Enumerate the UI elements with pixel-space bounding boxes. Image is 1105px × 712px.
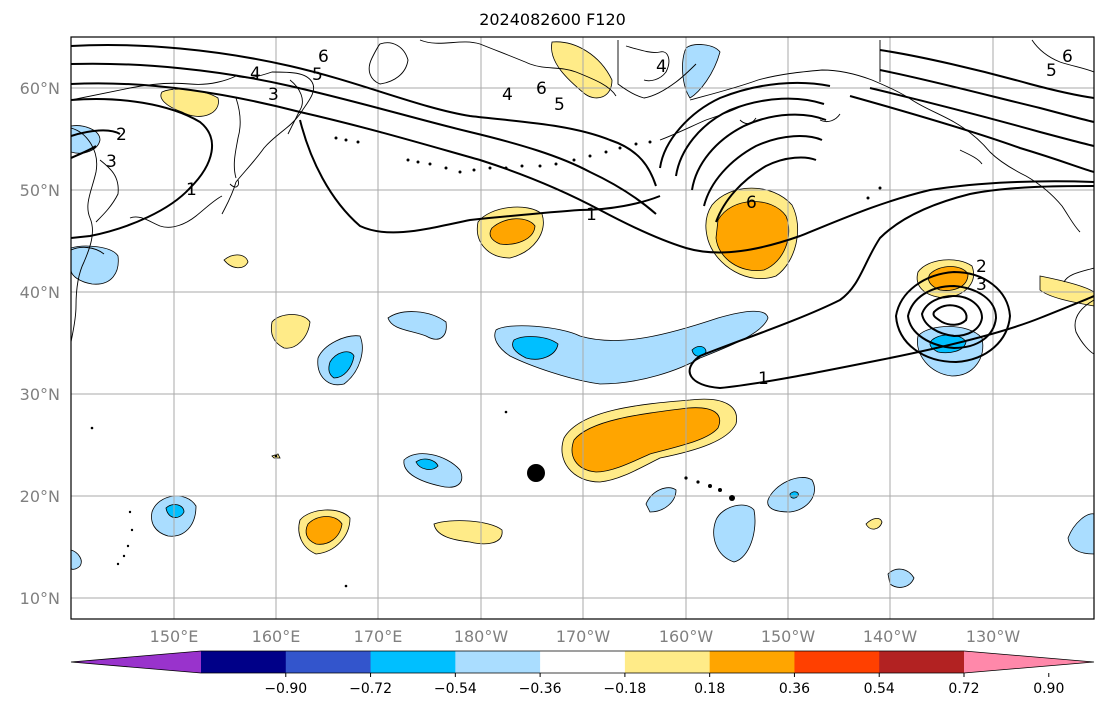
contour-label: 2 (116, 125, 127, 145)
contour-label: 5 (1046, 61, 1057, 81)
contour-label: 3 (976, 275, 987, 295)
anomaly-patch (328, 351, 355, 379)
lat-label: 40°N (20, 283, 60, 302)
colorbar-swatch (540, 651, 626, 673)
lon-label: 160°W (659, 627, 714, 646)
contour-label: 6 (536, 79, 547, 99)
contour-label: 2 (976, 257, 987, 277)
anomaly-patch (71, 549, 82, 570)
colorbar-tick-label: −0.72 (349, 681, 392, 697)
contour-label: 5 (312, 65, 323, 85)
map-plot-area: 1 2 3 4 5 6 1 2 3 4 5 6 1 2 3 3 2 1 4 5 … (71, 37, 1094, 619)
colorbar-tick-label: −0.90 (264, 681, 307, 697)
anomaly-patch (489, 218, 536, 245)
lon-label: 150°E (150, 627, 199, 646)
lon-label: 170°E (354, 627, 403, 646)
lat-label: 60°N (20, 79, 60, 98)
lon-label: 160°E (252, 627, 301, 646)
anomaly-patch (270, 314, 311, 349)
contour-label: 1 (586, 205, 597, 225)
colorbar-swatch (624, 651, 711, 673)
lon-label: 150°W (761, 627, 816, 646)
anomaly-patch (494, 310, 769, 385)
colorbar-tick-label: 0.54 (864, 681, 895, 697)
islands (90, 136, 882, 588)
longitude-labels: 150°E 160°E 170°E 180°W 170°W 160°W 150°… (150, 627, 1021, 646)
contour-label: 6 (746, 193, 757, 213)
contour-label: 1 (758, 369, 769, 389)
anomaly-patch (713, 504, 756, 563)
contour-label: 6 (1062, 47, 1073, 67)
anomaly-patch (512, 336, 559, 360)
contour-label: 5 (554, 95, 565, 115)
anomaly-patch (551, 41, 613, 99)
colorbar-tick-label: 0.90 (1033, 681, 1064, 697)
colorbar-swatch (964, 651, 1094, 673)
contour-labels: 1 2 3 4 5 6 1 2 3 4 5 6 1 2 3 3 2 1 4 5 … (106, 47, 1073, 389)
colorbar-swatch (285, 651, 372, 673)
colorbar-tick-label: −0.18 (603, 681, 646, 697)
storm-location-marker (527, 464, 545, 482)
colorbar-swatch (709, 651, 795, 673)
contour-lines (71, 44, 1094, 390)
contour-label: 4 (656, 57, 667, 77)
anomaly-patch (403, 453, 463, 488)
colorbar-swatch (71, 651, 201, 673)
anomaly-patch (165, 504, 185, 518)
anomaly-patch (433, 520, 503, 545)
lat-label: 20°N (20, 487, 60, 506)
contour-label: 4 (502, 85, 513, 105)
contour-label: 3 (268, 85, 279, 105)
anomaly-patch (1039, 275, 1094, 307)
map-title: 2024082600 F120 (479, 10, 626, 29)
map-frame (70, 36, 1095, 620)
contour-label: 6 (318, 47, 329, 67)
anomaly-patch (1067, 513, 1094, 555)
colorbar-swatch (879, 651, 965, 673)
anomaly-patch (789, 491, 799, 499)
latitude-labels: 60°N 50°N 40°N 30°N 20°N 10°N (20, 79, 60, 608)
anomaly-patch (223, 254, 249, 269)
lon-label: 130°W (966, 627, 1021, 646)
lon-label: 170°W (556, 627, 611, 646)
anomaly-patch (305, 516, 343, 545)
lon-label: 180°W (454, 627, 509, 646)
gridlines (71, 37, 1094, 619)
colorbar-tick-label: 0.72 (948, 681, 979, 697)
colorbar-tick-label: 0.18 (694, 681, 725, 697)
colorbar-swatch (201, 651, 287, 673)
anomaly-shading (71, 41, 1094, 588)
lon-label: 140°W (863, 627, 918, 646)
anomaly-patch (387, 311, 447, 340)
colorbar-swatch (455, 651, 541, 673)
anomaly-patch (887, 568, 915, 588)
colorbar-swatch (794, 651, 880, 673)
colorbar-outline (70, 650, 1095, 674)
colorbar-tick-label: −0.54 (434, 681, 477, 697)
contour-label: 1 (186, 180, 197, 200)
colorbar: −0.90 −0.72 −0.54 −0.36 −0.18 0.18 0.36 0.54 0.7… (70, 650, 1095, 697)
anomaly-patch (645, 487, 677, 513)
colorbar-swatch (370, 651, 456, 673)
anomaly-patch (691, 346, 707, 357)
colorbar-tick-label: −0.36 (519, 681, 562, 697)
lat-label: 30°N (20, 385, 60, 404)
contour-label: 4 (250, 64, 261, 84)
anomaly-patch (415, 458, 439, 470)
anomaly-patch (71, 245, 119, 285)
anomaly-patch (865, 518, 883, 530)
contour-label: 3 (106, 152, 117, 172)
anomaly-patch (682, 44, 721, 99)
lat-label: 50°N (20, 181, 60, 200)
anomaly-patch (715, 201, 790, 272)
lat-label: 10°N (20, 589, 60, 608)
anomaly-patch (571, 407, 720, 473)
colorbar-tick-label: 0.36 (779, 681, 810, 697)
